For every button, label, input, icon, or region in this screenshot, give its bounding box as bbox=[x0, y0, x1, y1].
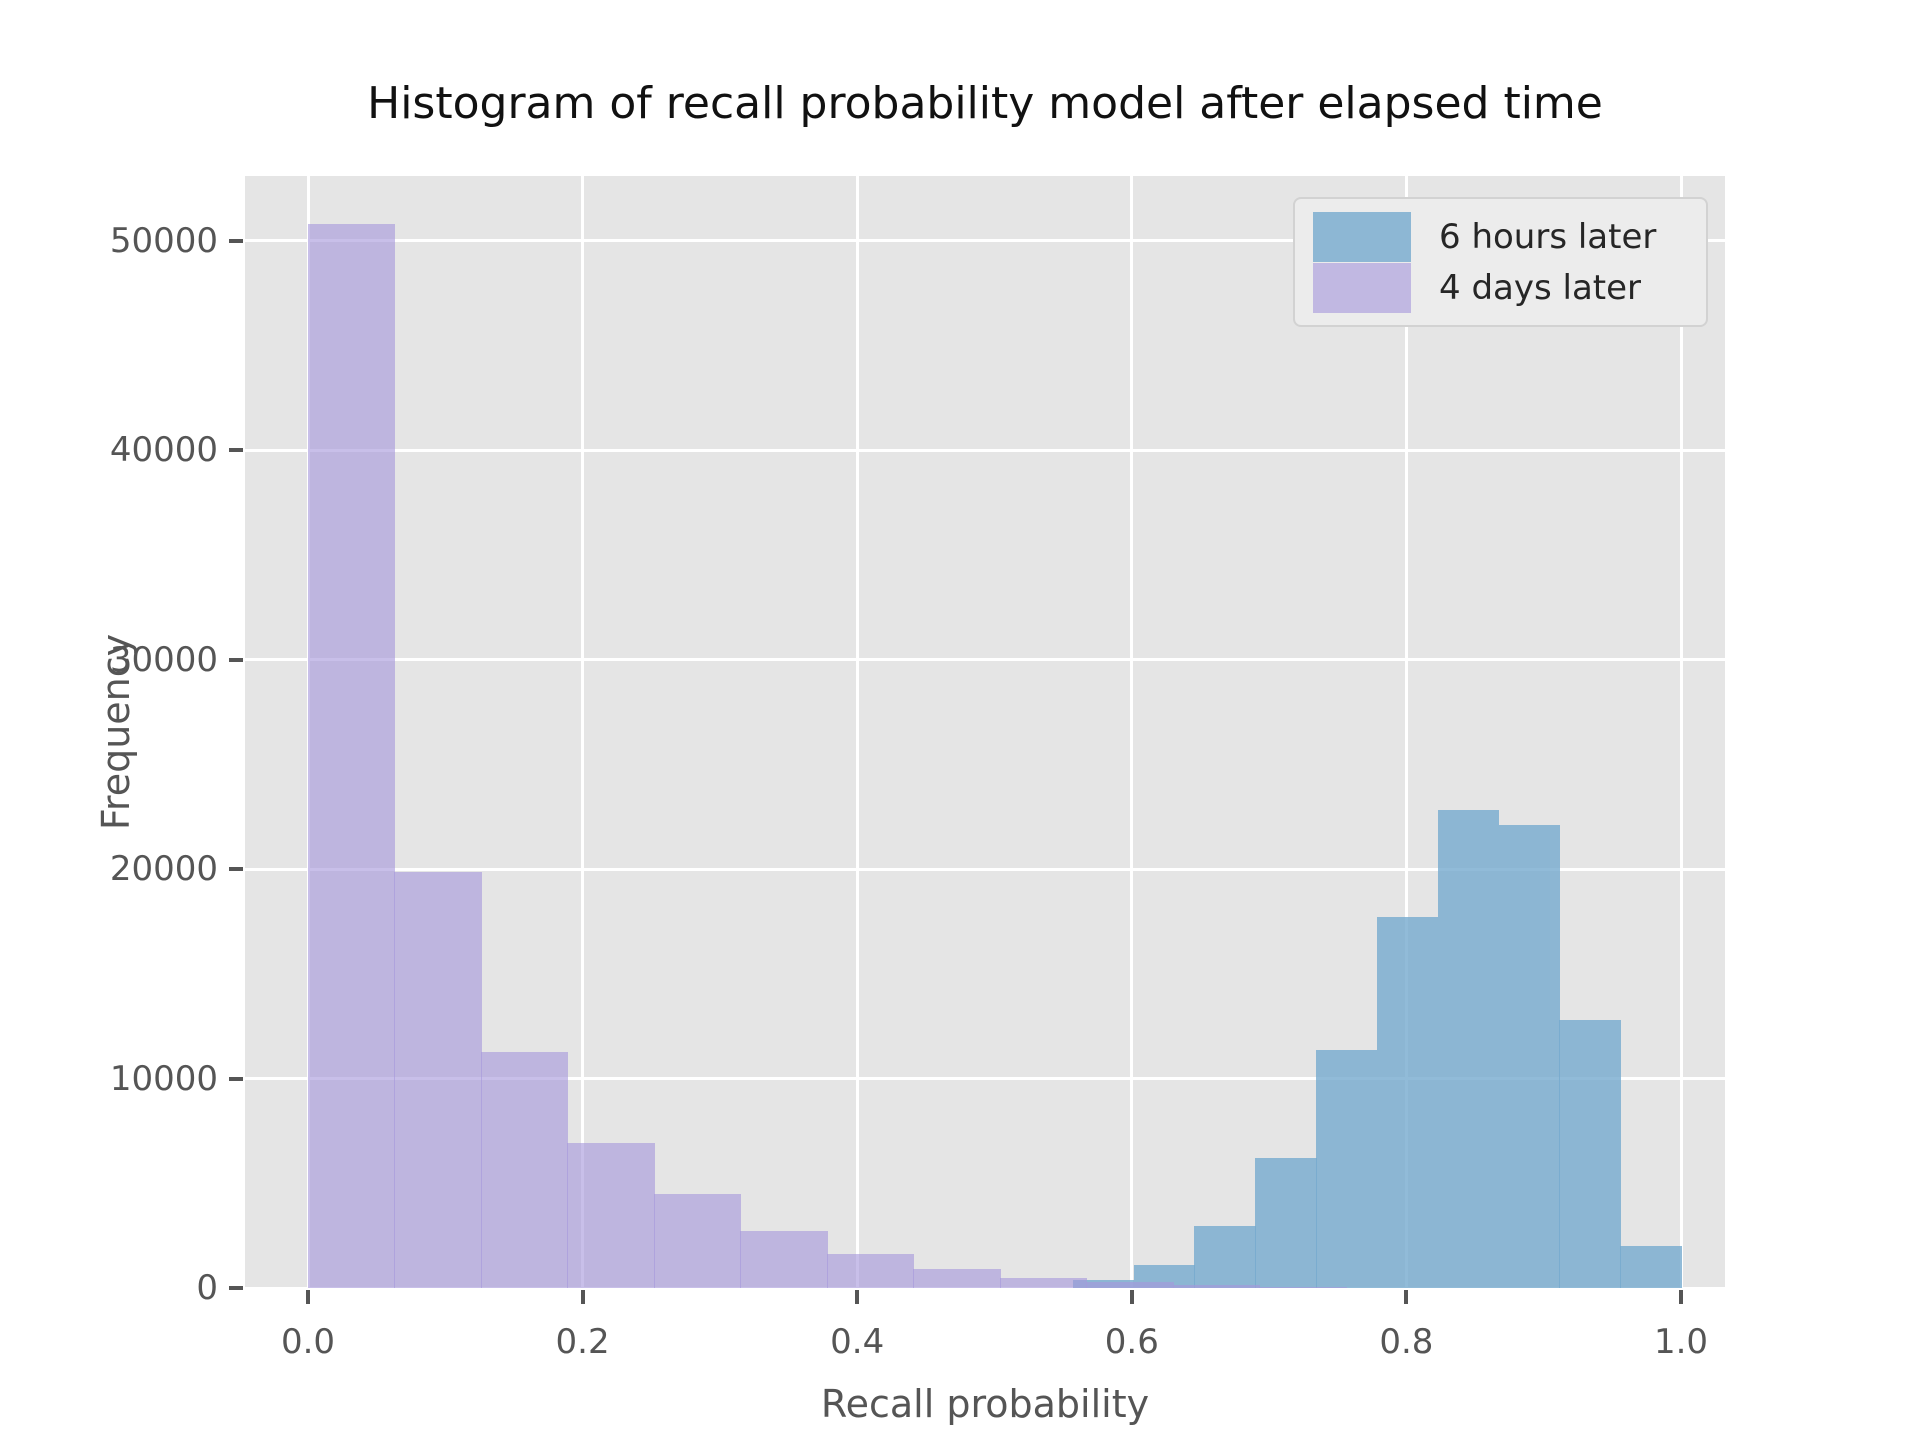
x-tick-mark bbox=[1404, 1290, 1409, 1304]
x-tick-mark bbox=[855, 1290, 860, 1304]
histogram-bar-4-days-later bbox=[826, 1254, 915, 1288]
histogram-bar-4-days-later bbox=[1172, 1285, 1261, 1288]
x-tick-label: 1.0 bbox=[1653, 1322, 1709, 1362]
gridline-horizontal bbox=[245, 1286, 1725, 1290]
y-tick-mark bbox=[229, 448, 243, 452]
histogram-bar-6-hours-later bbox=[1559, 1019, 1621, 1288]
histogram-bar-6-hours-later bbox=[1498, 825, 1560, 1288]
histogram-bar-4-days-later bbox=[740, 1231, 828, 1288]
x-tick-mark bbox=[580, 1290, 585, 1304]
y-tick-label: 20000 bbox=[109, 849, 218, 889]
y-tick-mark bbox=[229, 1076, 243, 1081]
legend: 6 hours later 4 days later bbox=[1293, 197, 1708, 327]
legend-label-4-days: 4 days later bbox=[1439, 267, 1642, 308]
histogram-bar-4-days-later bbox=[1086, 1281, 1174, 1288]
y-tick-label: 10000 bbox=[109, 1058, 218, 1099]
x-tick-mark bbox=[1679, 1290, 1683, 1304]
legend-row: 6 hours later bbox=[1313, 211, 1688, 262]
y-tick-mark bbox=[229, 238, 243, 243]
gridline-horizontal bbox=[245, 867, 1725, 871]
histogram-bar-4-days-later bbox=[308, 223, 396, 1288]
gridline-horizontal bbox=[245, 448, 1725, 452]
legend-row: 4 days later bbox=[1313, 262, 1688, 313]
legend-swatch-4-days bbox=[1313, 262, 1411, 313]
plot-area bbox=[245, 176, 1725, 1290]
histogram-bar-6-hours-later bbox=[1376, 917, 1439, 1288]
legend-swatch-6-hours bbox=[1313, 211, 1411, 262]
histogram-bar-4-days-later bbox=[480, 1052, 569, 1288]
histogram-bar-6-hours-later bbox=[1255, 1158, 1317, 1288]
x-tick-mark bbox=[306, 1290, 310, 1304]
gridline-vertical bbox=[855, 176, 859, 1288]
histogram-bar-6-hours-later bbox=[1437, 810, 1500, 1288]
gridline-horizontal bbox=[245, 239, 1725, 242]
histogram-bar-6-hours-later bbox=[1316, 1050, 1378, 1288]
histogram-bar-4-days-later bbox=[567, 1143, 655, 1288]
histogram-bar-4-days-later bbox=[913, 1269, 1001, 1288]
y-tick-label: 0 bbox=[196, 1268, 218, 1308]
gridline-vertical bbox=[1404, 176, 1408, 1288]
gridline-vertical bbox=[1130, 176, 1134, 1288]
y-tick-mark bbox=[229, 657, 243, 662]
y-tick-mark bbox=[229, 1286, 243, 1290]
x-tick-label: 0.4 bbox=[830, 1322, 885, 1362]
gridline-horizontal bbox=[245, 658, 1725, 661]
x-tick-label: 0.8 bbox=[1379, 1322, 1434, 1362]
y-tick-mark bbox=[229, 867, 243, 871]
gridline-horizontal bbox=[245, 1077, 1725, 1080]
x-tick-label: 0.0 bbox=[280, 1322, 336, 1362]
histogram-bar-6-hours-later bbox=[1620, 1246, 1682, 1288]
x-tick-mark bbox=[1129, 1290, 1134, 1304]
chart-title: Histogram of recall probability model af… bbox=[367, 78, 1603, 129]
legend-label-6-hours: 6 hours later bbox=[1439, 216, 1657, 257]
histogram-bar-6-hours-later bbox=[1194, 1226, 1256, 1288]
gridline-vertical bbox=[581, 176, 585, 1288]
histogram-bar-4-days-later bbox=[394, 872, 482, 1288]
histogram-bar-4-days-later bbox=[653, 1193, 742, 1288]
y-tick-label: 50000 bbox=[109, 220, 218, 261]
histogram-bar-4-days-later bbox=[999, 1277, 1088, 1288]
x-tick-label: 0.2 bbox=[555, 1322, 610, 1362]
y-tick-label: 30000 bbox=[109, 639, 218, 680]
y-tick-label: 40000 bbox=[109, 430, 218, 470]
histogram-bar-4-days-later bbox=[1259, 1286, 1347, 1288]
x-axis-label: Recall probability bbox=[820, 1382, 1150, 1426]
x-tick-label: 0.6 bbox=[1104, 1322, 1159, 1362]
gridline-vertical bbox=[1679, 176, 1683, 1288]
